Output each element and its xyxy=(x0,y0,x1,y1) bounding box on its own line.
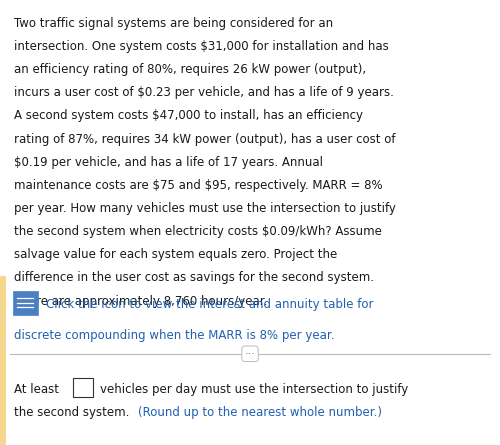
Text: (Round up to the nearest whole number.): (Round up to the nearest whole number.) xyxy=(138,406,382,419)
Text: maintenance costs are $75 and $95, respectively. MARR = 8%: maintenance costs are $75 and $95, respe… xyxy=(14,179,382,192)
Text: discrete compounding when the MARR is 8% per year.: discrete compounding when the MARR is 8%… xyxy=(14,329,334,342)
Text: the second system when electricity costs $0.09/kWh? Assume: the second system when electricity costs… xyxy=(14,225,382,238)
FancyBboxPatch shape xyxy=(72,378,92,397)
Text: per year. How many vehicles must use the intersection to justify: per year. How many vehicles must use the… xyxy=(14,202,396,215)
Text: A second system costs $47,000 to install, has an efficiency: A second system costs $47,000 to install… xyxy=(14,109,363,122)
Text: incurs a user cost of $0.23 per vehicle, and has a life of 9 years.: incurs a user cost of $0.23 per vehicle,… xyxy=(14,86,394,99)
Text: There are approximately 8,760 hours/year.: There are approximately 8,760 hours/year… xyxy=(14,295,268,307)
Text: an efficiency rating of 80%, requires 26 kW power (output),: an efficiency rating of 80%, requires 26… xyxy=(14,63,366,76)
Text: intersection. One system costs $31,000 for installation and has: intersection. One system costs $31,000 f… xyxy=(14,40,389,53)
FancyBboxPatch shape xyxy=(13,291,38,315)
Text: At least: At least xyxy=(14,383,63,396)
Text: rating of 87%, requires 34 kW power (output), has a user cost of: rating of 87%, requires 34 kW power (out… xyxy=(14,133,396,146)
Text: difference in the user cost as savings for the second system.: difference in the user cost as savings f… xyxy=(14,271,374,284)
Text: ···: ··· xyxy=(244,349,256,359)
Text: Two traffic signal systems are being considered for an: Two traffic signal systems are being con… xyxy=(14,17,333,30)
Text: Click the icon to view the interest and annuity table for: Click the icon to view the interest and … xyxy=(46,298,373,312)
Text: vehicles per day must use the intersection to justify: vehicles per day must use the intersecti… xyxy=(100,383,408,396)
Text: salvage value for each system equals zero. Project the: salvage value for each system equals zer… xyxy=(14,248,337,261)
Text: the second system.: the second system. xyxy=(14,406,133,419)
Bar xyxy=(0,276,6,445)
Text: $0.19 per vehicle, and has a life of 17 years. Annual: $0.19 per vehicle, and has a life of 17 … xyxy=(14,156,323,169)
